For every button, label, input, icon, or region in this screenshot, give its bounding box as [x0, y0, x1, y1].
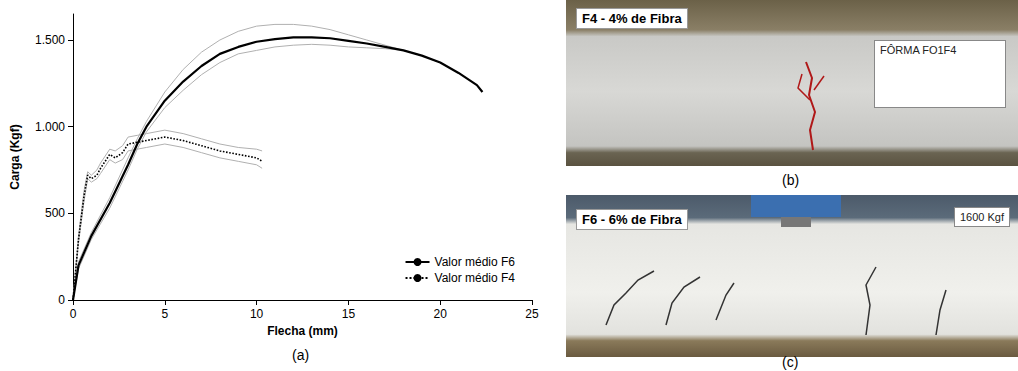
svg-text:0: 0 — [58, 293, 65, 307]
svg-text:10: 10 — [250, 307, 264, 321]
svg-text:Valor médio F4: Valor médio F4 — [435, 271, 516, 285]
html-text:(b): (b) — [782, 172, 800, 188]
html-text:1600 Kgf: 1600 Kgf — [960, 211, 1004, 223]
html-text:(c): (c) — [782, 354, 799, 370]
svg-text:1.500: 1.500 — [35, 33, 65, 47]
html-text:F4 - 4% de Fibra: F4 - 4% de Fibra — [582, 11, 682, 26]
svg-text:(a): (a) — [292, 347, 309, 363]
svg-text:Valor médio F6: Valor médio F6 — [435, 255, 516, 269]
html-text:F6 - 6% de Fibra: F6 - 6% de Fibra — [582, 212, 682, 227]
svg-text:5: 5 — [161, 307, 168, 321]
svg-text:20: 20 — [434, 307, 448, 321]
svg-text:25: 25 — [525, 307, 539, 321]
html-text:FÔRMA FO1F4: FÔRMA FO1F4 — [880, 44, 957, 56]
svg-text:15: 15 — [342, 307, 356, 321]
svg-text:Flecha (mm): Flecha (mm) — [267, 324, 338, 338]
svg-text:500: 500 — [45, 206, 65, 220]
svg-text:1.000: 1.000 — [35, 120, 65, 134]
svg-text:0: 0 — [70, 307, 77, 321]
svg-text:Carga (Kgf): Carga (Kgf) — [8, 124, 22, 189]
